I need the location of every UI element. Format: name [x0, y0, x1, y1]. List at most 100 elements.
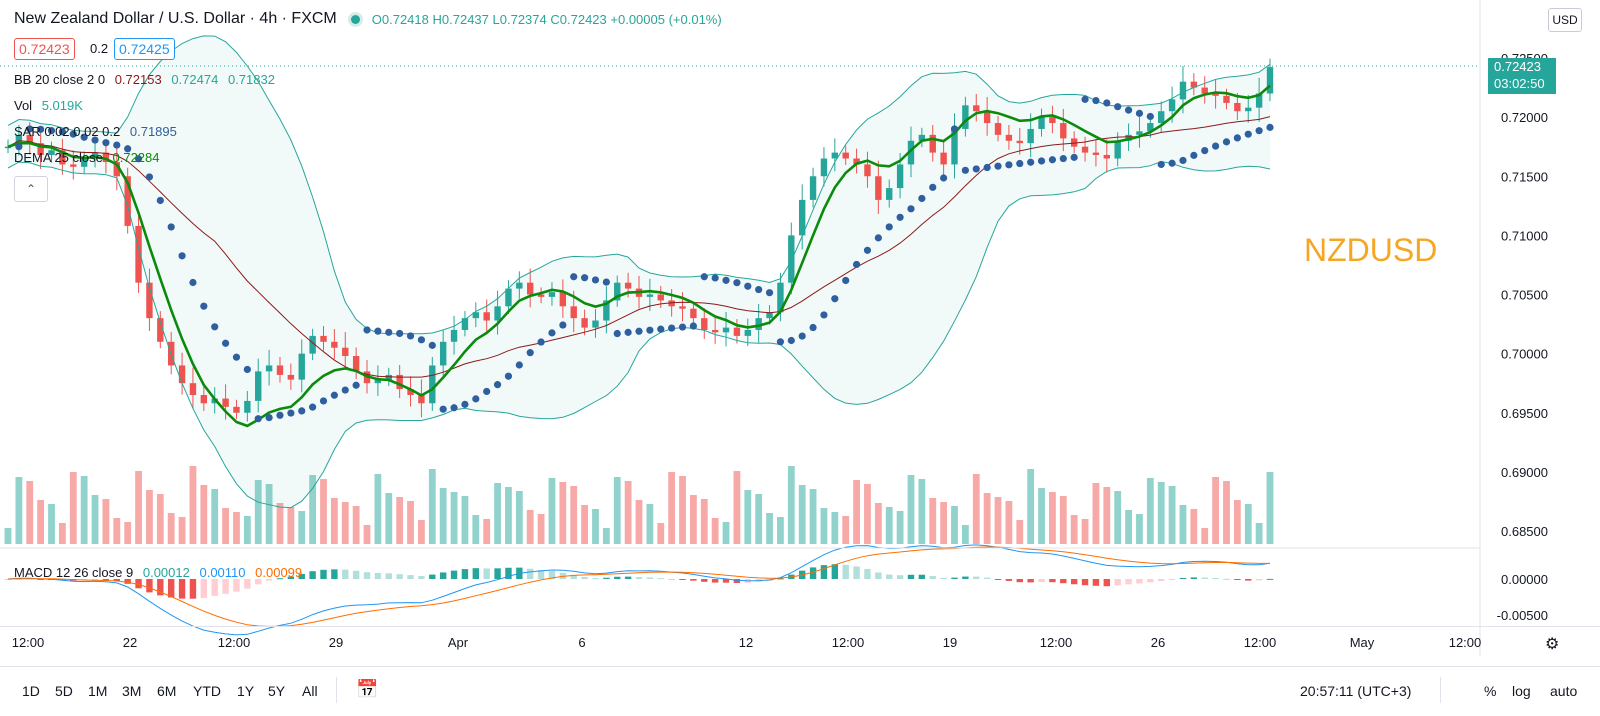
collapse-legend-button[interactable]: ⌃: [14, 176, 48, 202]
volume-bar: [1005, 501, 1013, 544]
volume-bar: [1114, 491, 1122, 544]
macd-line-value: 0.00110: [199, 565, 246, 580]
candle: [875, 176, 882, 200]
legend-bb[interactable]: BB 20 close 2 0 0.72153 0.72474 0.71832: [14, 72, 275, 87]
macd-histogram-bar: [113, 579, 120, 581]
sar-dot: [537, 338, 545, 346]
macd-histogram-bar: [983, 577, 991, 579]
sar-dot: [820, 311, 828, 319]
range-all[interactable]: All: [302, 683, 318, 699]
volume-bar: [156, 494, 164, 544]
sar-dot: [591, 276, 600, 284]
candle: [614, 282, 621, 301]
candle: [342, 347, 349, 356]
candle: [255, 371, 262, 401]
sar-dot: [581, 274, 589, 282]
range-1y[interactable]: 1Y: [237, 683, 255, 699]
sar-dot: [1233, 134, 1241, 142]
buy-price-box[interactable]: 0.72425: [114, 38, 175, 60]
sar-dot: [1048, 156, 1057, 164]
sar-dot: [624, 328, 632, 336]
macd-histogram-bar: [994, 579, 1002, 580]
log-scale-toggle[interactable]: log: [1512, 683, 1531, 699]
candle: [461, 318, 469, 330]
candle: [896, 164, 904, 189]
currency-button[interactable]: USD: [1548, 8, 1582, 32]
legend-macd[interactable]: MACD 12 26 close 9 0.00012 0.00110 0.000…: [14, 565, 302, 580]
auto-scale-toggle[interactable]: auto: [1550, 683, 1578, 699]
range-1m[interactable]: 1M: [88, 683, 108, 699]
macd-histogram-bar: [461, 569, 469, 579]
dema-value: 0.72284: [112, 150, 160, 165]
candle: [505, 288, 512, 307]
volume-bar: [657, 523, 665, 544]
sar-dot: [69, 130, 77, 138]
macd-histogram-bar: [1255, 579, 1263, 581]
sar-dot: [1124, 106, 1133, 114]
macd-histogram-bar: [527, 568, 534, 579]
macd-name: MACD 12 26 close 9: [14, 565, 134, 580]
symbol-header[interactable]: New Zealand Dollar / U.S. Dollar · 4h · …: [14, 10, 722, 28]
bottom-toolbar: 1D 5D 1M 3M 6M YTD 1Y 5Y All 📅 20:57:11 …: [0, 666, 1600, 716]
calendar-goto-icon[interactable]: 📅: [356, 679, 379, 699]
range-6m[interactable]: 6M: [157, 683, 177, 699]
macd-histogram-bar: [1070, 579, 1078, 585]
range-ytd[interactable]: YTD: [193, 683, 221, 699]
percent-scale-toggle[interactable]: %: [1484, 683, 1497, 699]
sar-dot: [406, 332, 415, 340]
volume-bar: [1146, 478, 1154, 544]
symbol-title[interactable]: New Zealand Dollar / U.S. Dollar · 4h · …: [14, 10, 337, 27]
sar-dot: [1201, 146, 1209, 155]
time-axis-label: 29: [329, 635, 343, 650]
range-1d[interactable]: 1D: [22, 683, 40, 699]
range-5d[interactable]: 5D: [55, 683, 73, 699]
legend-vol[interactable]: Vol 5.019K: [14, 98, 83, 113]
bb-lower-line: [7, 161, 1271, 509]
candle: [798, 199, 806, 236]
volume-bar: [428, 469, 436, 544]
sar-dot: [918, 194, 926, 203]
volume-bar: [26, 481, 34, 544]
macd-signal-value: 0.00099: [255, 565, 303, 580]
volume-bar: [907, 475, 915, 544]
sar-dot: [765, 289, 774, 297]
candle: [1158, 111, 1165, 124]
candle: [1266, 67, 1274, 94]
volume-bar: [951, 506, 958, 544]
candle: [820, 158, 828, 177]
volume-bar: [243, 516, 251, 544]
macd-histogram-bar: [167, 579, 175, 598]
volume-bar: [178, 517, 186, 544]
sar-dot: [211, 323, 219, 331]
volume-bar: [37, 500, 45, 544]
volume-bar: [1070, 515, 1078, 544]
sar-dot: [744, 282, 752, 290]
volume-bar: [363, 525, 371, 544]
volume-bar: [929, 498, 937, 544]
macd-histogram-bar: [265, 579, 273, 581]
volume-bar: [722, 522, 730, 544]
price-axis-label: 0.68500: [1501, 524, 1548, 539]
macd-histogram-bar: [896, 575, 904, 579]
sar-dot: [156, 196, 164, 205]
sell-price-box[interactable]: 0.72423: [14, 38, 75, 60]
legend-dema[interactable]: DEMA 25 close 0.72284: [14, 150, 160, 165]
volume-bar: [211, 489, 219, 544]
legend-sar[interactable]: SAR 0.02 0.02 0.2 0.71895: [14, 124, 177, 139]
volume-bar: [1223, 481, 1230, 544]
sar-dot: [1092, 96, 1100, 105]
range-5y[interactable]: 5Y: [268, 683, 286, 699]
gear-icon[interactable]: ⚙: [1545, 636, 1560, 653]
sar-dot: [254, 415, 262, 423]
volume-bar: [494, 483, 501, 544]
bb-basis: 0.72153: [114, 72, 162, 87]
macd-histogram-bar: [4, 579, 12, 580]
timezone-clock[interactable]: 20:57:11 (UTC+3): [1300, 683, 1412, 699]
time-axis[interactable]: [0, 626, 1600, 657]
price-axis-label: 0.71000: [1501, 228, 1548, 243]
range-3m[interactable]: 3M: [122, 683, 142, 699]
candle: [178, 365, 186, 384]
volume-bar: [58, 523, 66, 544]
candle: [951, 128, 958, 165]
